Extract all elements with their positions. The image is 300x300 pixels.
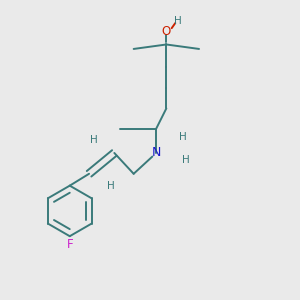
- Text: H: H: [90, 135, 98, 145]
- Text: H: H: [182, 155, 190, 165]
- Text: N: N: [151, 146, 160, 160]
- Text: F: F: [66, 238, 73, 251]
- Text: H: H: [179, 132, 187, 142]
- Text: H: H: [174, 16, 182, 26]
- Text: O: O: [162, 25, 171, 38]
- Text: H: H: [107, 181, 115, 191]
